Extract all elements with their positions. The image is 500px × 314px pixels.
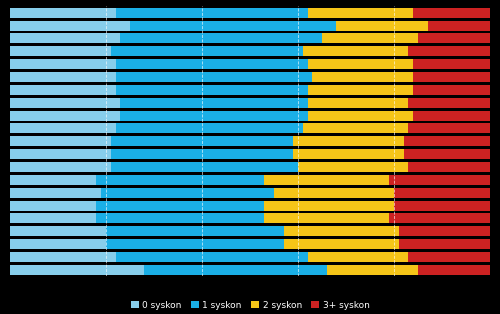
Bar [293, 149, 404, 159]
Bar [10, 123, 116, 133]
Bar [116, 59, 308, 69]
Bar [10, 72, 116, 82]
Bar [10, 8, 116, 18]
Bar [10, 175, 97, 185]
Bar [10, 214, 97, 224]
Bar [303, 123, 408, 133]
Bar [308, 111, 413, 121]
Bar [284, 226, 399, 236]
Bar [389, 175, 490, 185]
Bar [399, 226, 490, 236]
Bar [418, 265, 490, 275]
Bar [120, 111, 308, 121]
Bar [413, 59, 490, 69]
Bar [111, 149, 293, 159]
Bar [10, 20, 130, 30]
Bar [389, 214, 490, 224]
Bar [10, 265, 144, 275]
Bar [284, 239, 399, 249]
Bar [308, 252, 408, 262]
Bar [418, 33, 490, 43]
Bar [116, 72, 312, 82]
Legend: 0 syskon, 1 syskon, 2 syskon, 3+ syskon: 0 syskon, 1 syskon, 2 syskon, 3+ syskon [127, 297, 373, 313]
Bar [308, 59, 413, 69]
Bar [116, 85, 308, 95]
Bar [10, 252, 116, 262]
Bar [96, 201, 264, 211]
Bar [303, 46, 408, 56]
Bar [308, 85, 413, 95]
Bar [10, 59, 116, 69]
Bar [96, 214, 264, 224]
Bar [10, 85, 116, 95]
Bar [111, 46, 303, 56]
Bar [298, 162, 408, 172]
Bar [264, 175, 389, 185]
Bar [116, 123, 303, 133]
Bar [413, 85, 490, 95]
Bar [106, 239, 284, 249]
Bar [408, 46, 490, 56]
Bar [404, 136, 490, 146]
Bar [111, 136, 293, 146]
Bar [274, 188, 394, 198]
Bar [101, 188, 274, 198]
Bar [10, 162, 111, 172]
Bar [394, 188, 490, 198]
Bar [312, 72, 413, 82]
Bar [408, 252, 490, 262]
Bar [322, 33, 418, 43]
Bar [413, 111, 490, 121]
Bar [413, 8, 490, 18]
Bar [10, 136, 111, 146]
Bar [130, 20, 336, 30]
Bar [264, 214, 389, 224]
Bar [10, 98, 120, 108]
Bar [399, 239, 490, 249]
Bar [404, 149, 490, 159]
Bar [10, 149, 111, 159]
Bar [336, 20, 428, 30]
Bar [408, 123, 490, 133]
Bar [106, 226, 284, 236]
Bar [10, 201, 97, 211]
Bar [10, 111, 120, 121]
Bar [408, 162, 490, 172]
Bar [120, 33, 322, 43]
Bar [394, 201, 490, 211]
Bar [96, 175, 264, 185]
Bar [10, 226, 106, 236]
Bar [10, 46, 111, 56]
Bar [10, 33, 120, 43]
Bar [116, 252, 308, 262]
Bar [120, 98, 308, 108]
Bar [10, 239, 106, 249]
Bar [408, 98, 490, 108]
Bar [327, 265, 418, 275]
Bar [413, 72, 490, 82]
Bar [144, 265, 327, 275]
Bar [116, 8, 308, 18]
Bar [293, 136, 404, 146]
Bar [10, 188, 101, 198]
Bar [308, 98, 408, 108]
Bar [264, 201, 394, 211]
Bar [308, 8, 413, 18]
Bar [428, 20, 490, 30]
Bar [111, 162, 298, 172]
